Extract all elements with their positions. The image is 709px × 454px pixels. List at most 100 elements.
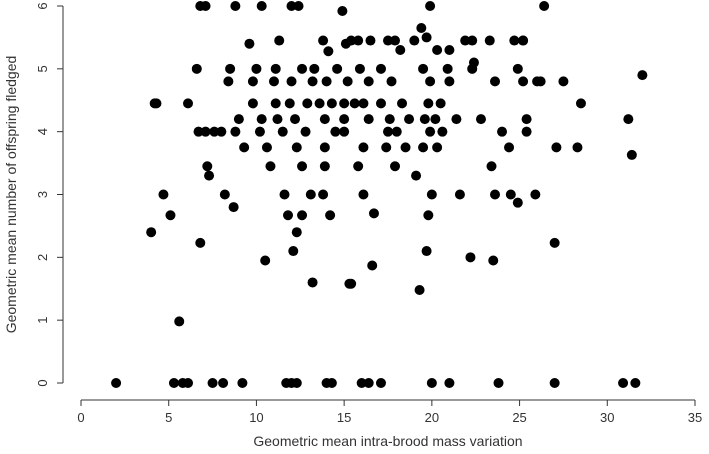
data-point [307, 277, 318, 288]
data-point [486, 161, 497, 172]
x-tick-label: 0 [77, 410, 84, 425]
data-point [302, 98, 313, 109]
data-point [423, 210, 434, 221]
data-point [291, 378, 302, 388]
data-point [426, 378, 437, 388]
data-point [558, 76, 569, 87]
data-point [332, 63, 343, 74]
data-point [363, 378, 374, 388]
data-point [321, 76, 332, 87]
data-point [411, 170, 422, 181]
data-point [239, 142, 250, 153]
data-point [390, 161, 401, 172]
data-point [465, 252, 476, 263]
data-point [375, 63, 386, 74]
data-point [272, 114, 283, 125]
data-point [183, 98, 194, 109]
data-point [375, 98, 386, 109]
data-point [414, 285, 425, 296]
data-points [111, 1, 648, 388]
data-point [200, 126, 211, 137]
data-point [288, 246, 299, 257]
x-tick-label: 10 [249, 410, 263, 425]
data-point [530, 189, 541, 200]
x-axis-title: Geometric mean intra-brood mass variatio… [253, 433, 522, 449]
data-point [290, 114, 301, 125]
data-point [330, 126, 341, 137]
data-point [202, 161, 213, 172]
data-point [416, 22, 427, 33]
data-point [326, 378, 337, 388]
data-point [419, 114, 430, 125]
data-point [228, 202, 239, 213]
data-point [293, 1, 304, 11]
data-point [444, 378, 455, 388]
data-point [339, 98, 350, 109]
data-point [247, 98, 258, 109]
data-point [297, 210, 308, 221]
data-point [283, 210, 294, 221]
data-point [512, 63, 523, 74]
data-point [400, 142, 411, 153]
data-point [404, 114, 415, 125]
y-tick-label: 0 [35, 379, 50, 386]
data-point [397, 98, 408, 109]
data-point [426, 189, 437, 200]
data-point [363, 114, 374, 125]
y-tick-label: 4 [35, 128, 50, 135]
data-point [391, 126, 402, 137]
data-point [284, 98, 295, 109]
data-point [168, 378, 179, 388]
data-point [367, 260, 378, 271]
data-point [165, 210, 176, 221]
data-point [475, 114, 486, 125]
data-point [183, 378, 194, 388]
data-point [309, 63, 320, 74]
data-point [549, 378, 560, 388]
data-point [518, 76, 529, 87]
data-point [454, 189, 465, 200]
data-point [339, 114, 350, 125]
data-point [216, 126, 227, 137]
data-point [247, 76, 258, 87]
data-point [204, 170, 215, 181]
data-point [384, 114, 395, 125]
data-point [383, 126, 393, 137]
data-point [637, 70, 648, 81]
y-axis-title: Geometric mean number of offspring fledg… [3, 56, 19, 334]
data-point [386, 76, 397, 87]
data-point [626, 149, 637, 160]
data-point [319, 114, 330, 125]
data-point [521, 126, 532, 137]
data-point [512, 197, 523, 208]
data-point [451, 114, 462, 125]
data-point [630, 378, 641, 388]
data-point [146, 227, 157, 238]
x-tick-label: 20 [425, 410, 439, 425]
data-point [158, 189, 169, 200]
data-point [244, 38, 255, 49]
data-point [423, 98, 434, 109]
data-point [256, 114, 267, 125]
data-point [421, 246, 432, 257]
data-point [342, 76, 353, 87]
data-point [340, 38, 351, 49]
data-point [319, 161, 330, 172]
data-point [297, 63, 308, 74]
data-point [551, 142, 562, 153]
data-point [200, 1, 211, 11]
data-point [233, 114, 244, 125]
x-tick-label: 25 [512, 410, 526, 425]
data-point [490, 76, 501, 87]
data-point [505, 189, 516, 200]
data-point [358, 189, 369, 200]
data-point [230, 1, 241, 11]
data-point [375, 378, 386, 388]
data-point [339, 126, 350, 137]
data-point [111, 378, 122, 388]
data-point [467, 63, 478, 74]
x-tick-label: 30 [600, 410, 614, 425]
data-point [344, 278, 355, 289]
y-tick-label: 3 [35, 191, 50, 198]
